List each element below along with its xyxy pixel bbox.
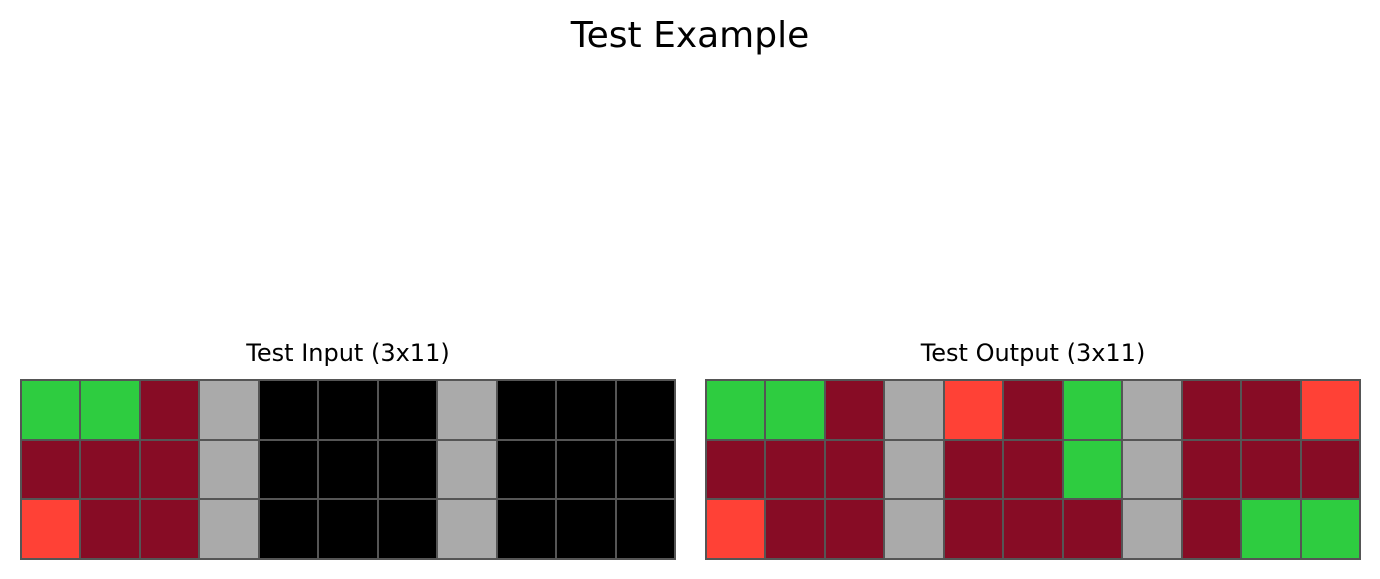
test-input-title: Test Input (3x11) <box>246 339 450 367</box>
input-cell-r0-c1 <box>81 381 139 439</box>
output-cell-r1-c3 <box>885 440 943 499</box>
input-cell-r2-c4 <box>259 500 318 558</box>
output-cell-r2-c9 <box>1242 500 1300 558</box>
output-cell-r2-c1 <box>766 500 824 558</box>
output-cell-r1-c10 <box>1301 440 1359 499</box>
input-cell-r0-c2 <box>140 381 199 439</box>
output-cell-r1-c4 <box>944 440 1003 499</box>
output-cell-r1-c5 <box>1004 440 1062 499</box>
input-cell-r2-c5 <box>319 500 377 558</box>
input-cell-r2-c6 <box>378 500 437 558</box>
output-cell-r2-c5 <box>1004 500 1062 558</box>
input-cell-r0-c10 <box>616 381 674 439</box>
input-cell-r0-c0 <box>22 381 80 439</box>
input-cell-r1-c7 <box>438 440 496 499</box>
input-cell-r1-c4 <box>259 440 318 499</box>
input-cell-r2-c10 <box>616 500 674 558</box>
test-input-grid <box>20 379 676 560</box>
output-cell-r0-c3 <box>885 381 943 439</box>
input-cell-r1-c0 <box>22 440 80 499</box>
output-cell-r2-c3 <box>885 500 943 558</box>
input-cell-r2-c7 <box>438 500 496 558</box>
output-cell-r1-c7 <box>1123 440 1181 499</box>
input-cell-r1-c9 <box>557 440 615 499</box>
input-cell-r1-c3 <box>200 440 258 499</box>
output-cell-r0-c4 <box>944 381 1003 439</box>
output-cell-r2-c0 <box>707 500 765 558</box>
output-cell-r2-c8 <box>1182 500 1241 558</box>
input-cell-r2-c2 <box>140 500 199 558</box>
output-cell-r0-c10 <box>1301 381 1359 439</box>
output-cell-r0-c2 <box>825 381 884 439</box>
input-cell-r1-c1 <box>81 440 139 499</box>
input-cell-r1-c2 <box>140 440 199 499</box>
input-cell-r2-c0 <box>22 500 80 558</box>
input-cell-r2-c3 <box>200 500 258 558</box>
output-cell-r1-c2 <box>825 440 884 499</box>
input-cell-r0-c8 <box>497 381 556 439</box>
input-cell-r0-c9 <box>557 381 615 439</box>
page-title: Test Example <box>570 15 810 56</box>
output-cell-r0-c5 <box>1004 381 1062 439</box>
output-cell-r0-c1 <box>766 381 824 439</box>
output-cell-r2-c2 <box>825 500 884 558</box>
output-cell-r2-c6 <box>1063 500 1122 558</box>
output-cell-r0-c0 <box>707 381 765 439</box>
output-cell-r1-c1 <box>766 440 824 499</box>
input-cell-r0-c5 <box>319 381 377 439</box>
input-cell-r1-c8 <box>497 440 556 499</box>
input-cell-r2-c8 <box>497 500 556 558</box>
output-cell-r2-c4 <box>944 500 1003 558</box>
test-output-title: Test Output (3x11) <box>920 339 1146 367</box>
output-cell-r1-c6 <box>1063 440 1122 499</box>
output-cell-r0-c7 <box>1123 381 1181 439</box>
output-cell-r1-c8 <box>1182 440 1241 499</box>
input-cell-r2-c9 <box>557 500 615 558</box>
output-cell-r0-c9 <box>1242 381 1300 439</box>
input-cell-r1-c5 <box>319 440 377 499</box>
output-cell-r2-c7 <box>1123 500 1181 558</box>
output-cell-r0-c8 <box>1182 381 1241 439</box>
output-cell-r2-c10 <box>1301 500 1359 558</box>
input-cell-r0-c3 <box>200 381 258 439</box>
input-cell-r2-c1 <box>81 500 139 558</box>
input-cell-r1-c6 <box>378 440 437 499</box>
output-cell-r1-c0 <box>707 440 765 499</box>
input-cell-r0-c6 <box>378 381 437 439</box>
output-cell-r1-c9 <box>1242 440 1300 499</box>
test-output-grid <box>705 379 1361 560</box>
input-cell-r0-c4 <box>259 381 318 439</box>
input-cell-r1-c10 <box>616 440 674 499</box>
output-cell-r0-c6 <box>1063 381 1122 439</box>
input-cell-r0-c7 <box>438 381 496 439</box>
